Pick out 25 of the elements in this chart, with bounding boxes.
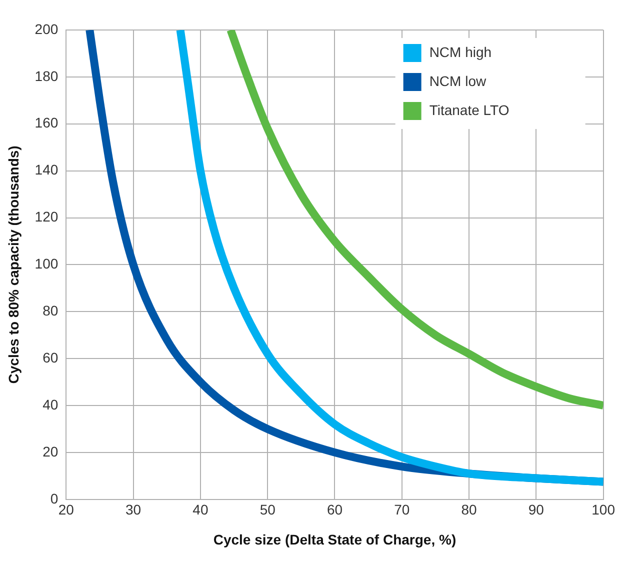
y-tick-label: 60 — [42, 349, 58, 366]
y-axis-title: Cycles to 80% capacity (thousands) — [5, 146, 22, 384]
x-tick-label: 70 — [394, 502, 410, 518]
legend-label: NCM high — [429, 44, 492, 60]
x-axis-title: Cycle size (Delta State of Charge, %) — [213, 531, 456, 548]
legend-label: Titanate LTO — [429, 102, 510, 118]
legend-label: NCM low — [429, 72, 487, 89]
x-tick-label: 20 — [58, 502, 74, 518]
y-tick-label: 160 — [34, 114, 58, 131]
y-tick-label: 120 — [34, 208, 58, 225]
y-tick-label: 80 — [42, 302, 58, 318]
x-tick-label: 50 — [260, 502, 276, 518]
x-tick-label: 40 — [192, 502, 208, 518]
y-tick-label: 20 — [42, 443, 58, 460]
x-tick-label: 90 — [528, 502, 544, 518]
x-tick-label: 30 — [126, 502, 142, 518]
y-tick-label: 180 — [34, 68, 58, 84]
x-tick-label: 60 — [326, 502, 343, 518]
y-tick-label: 140 — [34, 162, 58, 178]
y-tick-label: 200 — [34, 20, 58, 37]
y-tick-label: 0 — [50, 490, 58, 506]
y-tick-label: 40 — [42, 396, 58, 412]
x-tick-label: 100 — [592, 502, 616, 518]
x-tick-label: 80 — [461, 502, 478, 518]
y-tick-label: 100 — [34, 256, 58, 272]
